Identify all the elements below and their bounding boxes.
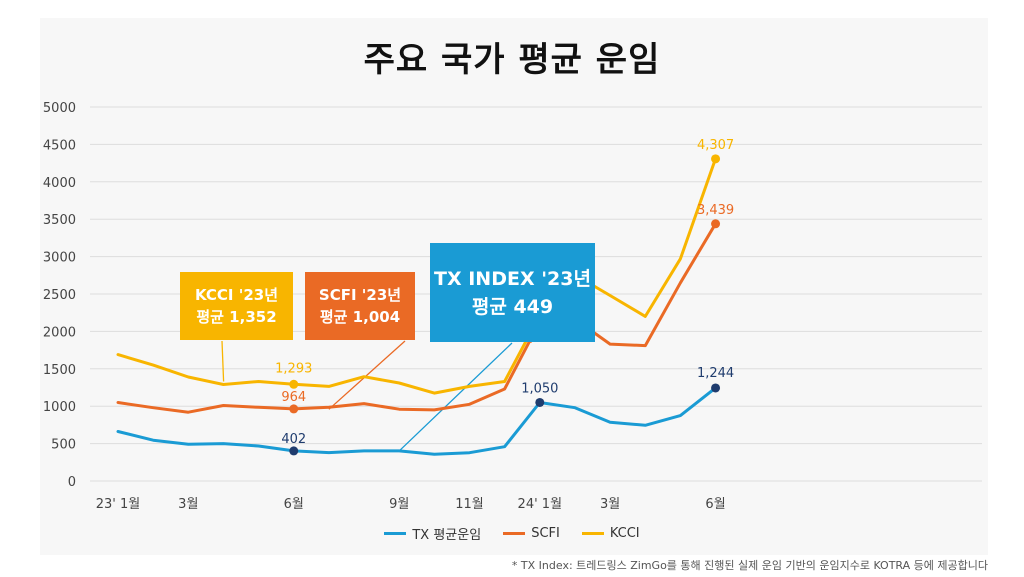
kcci-callout-line2: 평균 1,352 <box>196 308 277 326</box>
y-tick-label: 4500 <box>43 138 76 153</box>
tx-point-marker <box>711 383 721 393</box>
kcci-point-marker <box>711 154 721 164</box>
tx-point-marker <box>289 446 299 456</box>
kcci-data-label: 4,307 <box>697 138 734 153</box>
legend-item-tx: TX 평균운임 <box>384 524 481 543</box>
scfi-data-label: 964 <box>281 390 306 405</box>
kcci-callout-line1: KCCI '23년 <box>194 286 279 304</box>
scfi-point-marker <box>289 404 299 414</box>
legend-label-tx: TX 평균운임 <box>412 528 482 543</box>
x-tick-label: 24' 1월 <box>518 497 562 512</box>
scfi-callout-line1: SCFI '23년 <box>318 286 402 304</box>
tx-series-line <box>116 386 717 456</box>
tx-data-label: 402 <box>281 432 306 447</box>
y-tick-label: 500 <box>51 438 76 453</box>
scfi-series-line <box>116 222 717 414</box>
x-tick-label: 6월 <box>705 497 725 512</box>
kcci-callout-leader <box>221 340 225 382</box>
kcci-point-marker <box>289 379 299 389</box>
x-tick-label: 3월 <box>178 497 198 512</box>
legend-swatch-scfi <box>503 532 526 535</box>
scfi-callout-leader <box>328 340 406 410</box>
tx-average-callout: TX INDEX '23년 평균 449 <box>430 243 595 342</box>
legend-label-kcci: KCCI <box>609 526 640 541</box>
chart-title: 주요 국가 평균 운임 <box>363 40 661 80</box>
tx-data-label: 1,244 <box>697 366 734 381</box>
tx-point-marker <box>535 397 545 407</box>
tx-data-label: 1,050 <box>521 381 558 396</box>
legend-swatch-tx <box>384 532 407 535</box>
tx-callout-line2: 평균 449 <box>471 295 554 318</box>
tx-callout-line1: TX INDEX '23년 <box>434 267 591 290</box>
kcci-data-label: 1,293 <box>275 361 312 376</box>
scfi-average-callout: SCFI '23년 평균 1,004 <box>305 272 415 340</box>
y-tick-label: 1500 <box>43 363 76 378</box>
legend-label-scfi: SCFI <box>531 526 560 541</box>
x-tick-label: 23' 1월 <box>96 497 140 512</box>
kcci-series-line <box>116 157 717 395</box>
y-tick-label: 2000 <box>43 325 76 340</box>
y-tick-label: 1000 <box>43 400 76 415</box>
y-tick-label: 4000 <box>43 176 76 191</box>
tx-callout-leader <box>398 342 513 452</box>
legend-swatch-kcci <box>581 532 604 535</box>
legend-item-kcci: KCCI <box>581 524 640 543</box>
y-tick-label: 0 <box>68 475 76 490</box>
scfi-point-marker <box>711 219 721 229</box>
x-tick-label: 3월 <box>600 497 620 512</box>
scfi-callout-line2: 평균 1,004 <box>319 308 401 326</box>
y-tick-label: 5000 <box>43 101 76 116</box>
y-tick-label: 3000 <box>43 251 76 266</box>
y-tick-label: 3500 <box>43 213 76 228</box>
x-tick-label: 6월 <box>284 497 304 512</box>
x-tick-label: 11월 <box>455 497 484 512</box>
y-tick-label: 2500 <box>43 288 76 303</box>
x-tick-label: 9월 <box>389 497 409 512</box>
legend-item-scfi: SCFI <box>503 524 560 543</box>
footnote: * TX Index: 트레드링스 ZimGo를 통해 진행된 실제 운임 기반… <box>511 559 988 572</box>
scfi-data-label: 3,439 <box>697 203 734 218</box>
kcci-average-callout: KCCI '23년 평균 1,352 <box>180 272 293 340</box>
chart-legend: TX 평균운임 SCFI KCCI <box>0 524 1024 543</box>
